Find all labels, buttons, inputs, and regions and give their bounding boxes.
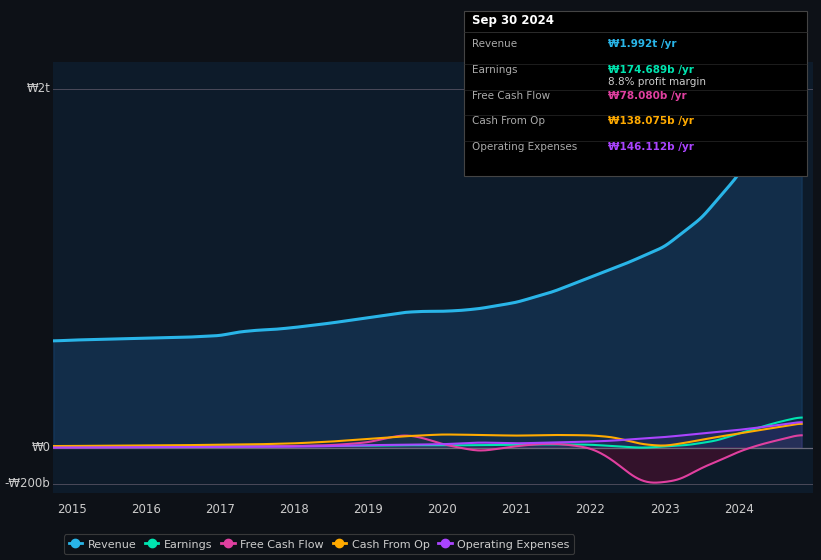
Text: Sep 30 2024: Sep 30 2024 [472, 13, 554, 26]
Text: ₩1.992t /yr: ₩1.992t /yr [608, 39, 676, 49]
Text: -₩200b: -₩200b [5, 477, 50, 491]
Text: ₩0: ₩0 [31, 441, 50, 454]
Text: ₩174.689b /yr: ₩174.689b /yr [608, 65, 694, 75]
Text: ₩138.075b /yr: ₩138.075b /yr [608, 116, 694, 127]
Text: Earnings: Earnings [472, 65, 517, 75]
Legend: Revenue, Earnings, Free Cash Flow, Cash From Op, Operating Expenses: Revenue, Earnings, Free Cash Flow, Cash … [64, 534, 574, 554]
Text: ₩146.112b /yr: ₩146.112b /yr [608, 142, 694, 152]
Text: ₩2t: ₩2t [26, 82, 50, 95]
Text: 8.8% profit margin: 8.8% profit margin [608, 77, 705, 87]
Text: Cash From Op: Cash From Op [472, 116, 545, 127]
Text: Free Cash Flow: Free Cash Flow [472, 91, 550, 101]
Text: Operating Expenses: Operating Expenses [472, 142, 577, 152]
Text: Revenue: Revenue [472, 39, 517, 49]
Text: ₩78.080b /yr: ₩78.080b /yr [608, 91, 686, 101]
